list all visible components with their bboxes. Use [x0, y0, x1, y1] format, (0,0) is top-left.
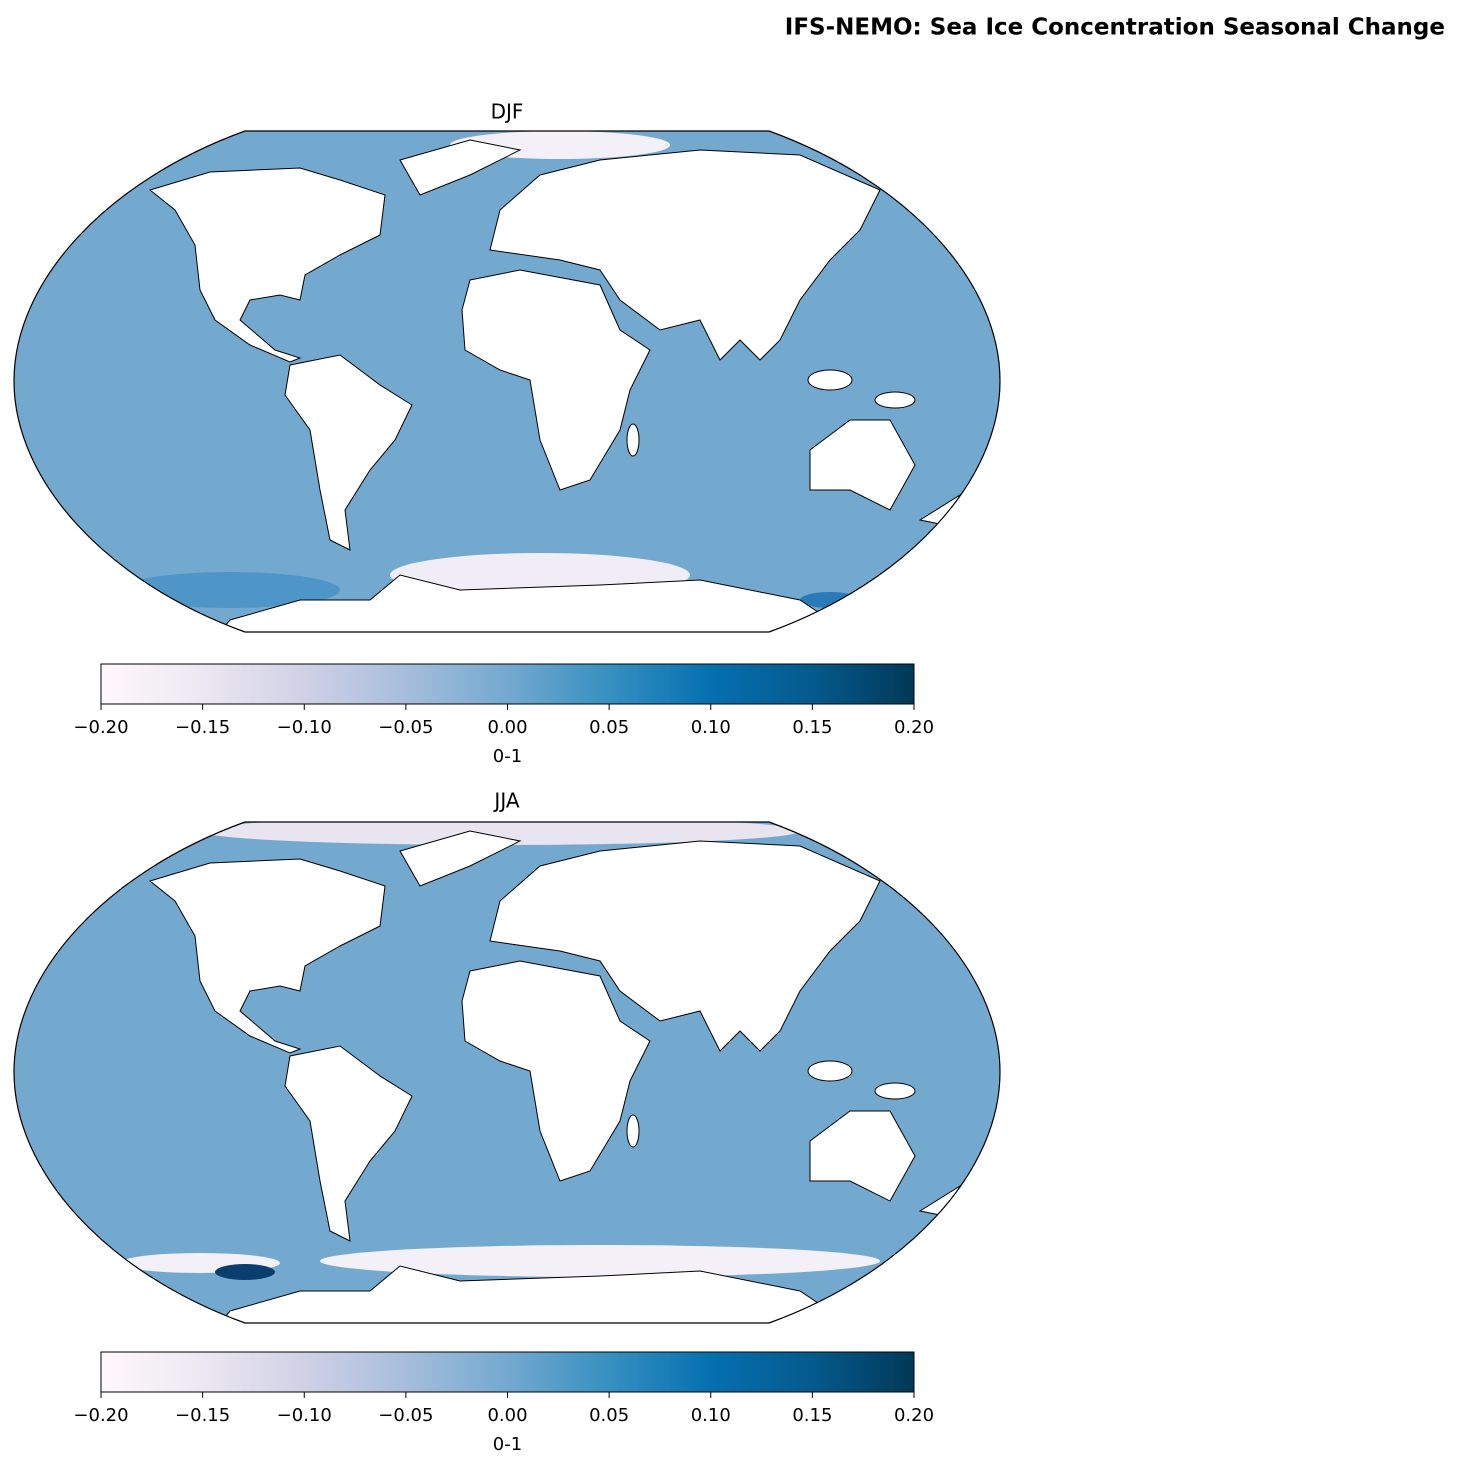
colorbar-tick-label: −0.05 — [378, 1405, 433, 1426]
colorbar-tick-label: 0.20 — [894, 1405, 934, 1426]
colorbar-tick-label: −0.20 — [73, 717, 128, 738]
map-djf — [13, 130, 1001, 633]
colorbar-tick-label: 0.15 — [792, 1405, 832, 1426]
colorbar-tick-label: −0.10 — [277, 1405, 332, 1426]
colorbar-tick-label: 0.05 — [589, 1405, 629, 1426]
colorbar-tick-label: −0.15 — [175, 1405, 230, 1426]
colorbar-tick-label: 0.10 — [691, 1405, 731, 1426]
colorbar-tick-label: 0.10 — [691, 717, 731, 738]
colorbar-tick-label: −0.20 — [73, 1405, 128, 1426]
figure-title: IFS-NEMO: Sea Ice Concentration Seasonal… — [785, 15, 1445, 41]
colorbar-label: 0-1 — [493, 746, 522, 767]
colorbar-tick-label: 0.05 — [589, 717, 629, 738]
colorbar-label: 0-1 — [493, 1434, 522, 1455]
panel-title: JJA — [492, 789, 519, 813]
colorbar-tick-label: 0.20 — [894, 717, 934, 738]
colorbar-tick-label: 0.15 — [792, 717, 832, 738]
colorbar-tick-label: −0.15 — [175, 717, 230, 738]
colorbar-tick-label: 0.00 — [487, 717, 527, 738]
panel-title: DJF — [491, 100, 524, 124]
map-jja — [13, 821, 1001, 1324]
colorbar-tick-label: 0.00 — [487, 1405, 527, 1426]
colorbar — [100, 1351, 915, 1393]
colorbar-tick-label: −0.05 — [378, 717, 433, 738]
colorbar — [100, 663, 915, 705]
colorbar-tick-label: −0.10 — [277, 717, 332, 738]
